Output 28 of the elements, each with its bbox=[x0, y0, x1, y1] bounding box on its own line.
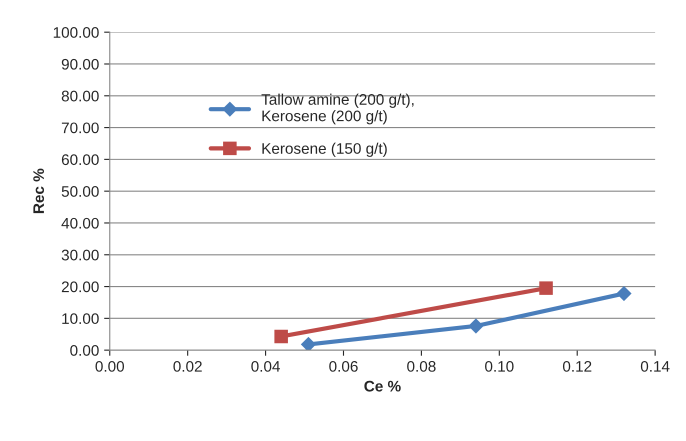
legend-label: Tallow amine (200 g/t), Kerosene (200 g/t) bbox=[262, 94, 414, 124]
y-axis-title: Rec % bbox=[33, 168, 44, 214]
x-tick-label: 0.02 bbox=[173, 360, 202, 372]
y-tick-label: 70.00 bbox=[62, 122, 99, 134]
x-tick-label: 0.14 bbox=[640, 360, 670, 372]
y-tick-label: 100.00 bbox=[54, 27, 99, 38]
x-tick-label: 0.04 bbox=[251, 360, 280, 372]
point bbox=[539, 281, 553, 295]
y-tick-label: 90.00 bbox=[62, 58, 99, 70]
y-tick-label: 40.00 bbox=[61, 218, 99, 229]
legend-label: Kerosene (150 g/t) bbox=[262, 142, 387, 157]
y-tick-label: 80.00 bbox=[62, 90, 99, 102]
x-tick-label: 0.10 bbox=[485, 360, 514, 372]
y-tick-label: 50.00 bbox=[62, 186, 99, 197]
y-tick-label: 0.00 bbox=[70, 345, 99, 356]
point bbox=[468, 318, 484, 334]
point bbox=[274, 330, 288, 344]
x-tick-label: 0.00 bbox=[95, 360, 124, 372]
x-tick-label: 0.06 bbox=[329, 360, 358, 372]
x-tick-label: 0.12 bbox=[562, 360, 592, 372]
y-tick-label: 30.00 bbox=[62, 250, 99, 260]
x-axis-title: Ce % bbox=[364, 380, 401, 392]
y-tick-label: 60.00 bbox=[62, 154, 99, 166]
y-tick-label: 20.00 bbox=[62, 281, 99, 292]
x-tick-label: 0.08 bbox=[407, 360, 436, 372]
point bbox=[616, 286, 632, 301]
y-tick-label: 10.00 bbox=[62, 313, 99, 324]
point bbox=[301, 337, 316, 350]
